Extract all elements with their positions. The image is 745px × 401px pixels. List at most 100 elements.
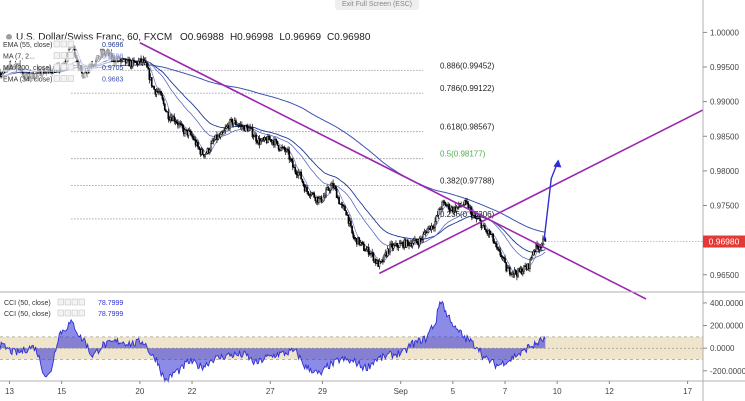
candle-body: [434, 221, 436, 228]
candle-body: [322, 196, 325, 202]
candle-body: [488, 230, 491, 235]
symbol-title: U.S. Dollar/Swiss Franc, 60, FXCM: [16, 32, 172, 43]
legend-control-icon[interactable]: [67, 52, 74, 59]
ohlc-value: 0.96988: [188, 32, 225, 43]
time-tick-label: 20: [135, 387, 144, 396]
candle-body: [386, 248, 389, 257]
candle-body: [485, 229, 487, 232]
ohlc-key: H: [230, 32, 237, 43]
candle-body: [495, 243, 498, 248]
candle-body: [415, 238, 417, 242]
candle-body: [327, 187, 330, 191]
exit-fullscreen-banner[interactable]: Exit Full Screen (ESC): [335, 0, 419, 10]
fib-level-label: 0.236(0.97306): [440, 210, 495, 219]
legend-control-icon[interactable]: [67, 40, 74, 48]
candle-body: [435, 215, 438, 222]
candle-body: [224, 128, 227, 131]
candle-body: [287, 149, 289, 152]
candle-body: [423, 232, 426, 235]
legend-label[interactable]: MA (7, 2...: [3, 54, 35, 61]
candle-body: [533, 249, 536, 252]
candle-body: [295, 171, 298, 175]
cci-legend-label[interactable]: CCI (50, close): [4, 311, 51, 318]
candle-body: [341, 204, 344, 206]
candle-body: [191, 134, 193, 137]
candle-body: [383, 254, 385, 263]
legend-label[interactable]: EMA (34, close): [3, 77, 52, 84]
cci-legend[interactable]: CCI (50, close) 78.7999 CCI (50, close) 78.…: [4, 298, 123, 318]
legend-control-icon[interactable]: [53, 52, 60, 59]
candle-body: [232, 122, 235, 125]
candle-body: [359, 242, 362, 245]
cci-legend-control-icon[interactable]: [71, 298, 78, 306]
cci-legend-control-icon[interactable]: [71, 309, 78, 317]
ohlc-value: 0.96969: [285, 32, 322, 43]
legend-label[interactable]: MA (200, close): [3, 65, 52, 72]
candle-body: [44, 71, 46, 74]
candle-body: [229, 119, 231, 129]
legend-label[interactable]: EMA (55, close): [3, 42, 52, 49]
ohlc-value: 0.96980: [334, 32, 371, 43]
last-price-label: 0.96980: [709, 237, 740, 247]
candle-body: [288, 150, 291, 160]
cci-tick-label: 400.0000: [710, 299, 744, 308]
legend-value: 0.9696: [102, 42, 124, 49]
candle-body: [506, 268, 509, 272]
cci-legend-label[interactable]: CCI (50, close): [4, 300, 51, 307]
candle-body: [480, 220, 483, 229]
legend-control-icon[interactable]: [60, 52, 67, 59]
cci-plot: [0, 300, 703, 384]
candle-body: [174, 120, 177, 123]
candle-body: [531, 254, 534, 259]
legend-control-icon[interactable]: [60, 63, 67, 71]
candle-body: [392, 244, 395, 249]
cci-tick-label: 200.0000: [710, 322, 744, 331]
candle-body: [462, 204, 465, 206]
candle-body: [470, 209, 473, 218]
candle-body: [251, 127, 254, 137]
candle-body: [175, 121, 178, 124]
cci-legend-control-icon[interactable]: [78, 309, 85, 317]
candle-body: [372, 252, 375, 262]
candle-body: [365, 249, 368, 252]
candle-body: [291, 160, 294, 168]
candle-body: [264, 137, 267, 140]
candle-body: [179, 123, 182, 125]
candle-body: [396, 243, 398, 247]
cci-legend-control-icon[interactable]: [57, 298, 64, 306]
legend-control-icon[interactable]: [60, 40, 67, 48]
candle-body: [325, 189, 327, 196]
cci-legend-control-icon[interactable]: [57, 309, 64, 317]
candle-body: [276, 140, 279, 146]
candle-body: [144, 60, 147, 63]
price-tick-label: 0.99000: [710, 98, 739, 107]
candle-body: [344, 206, 346, 211]
candle-body: [361, 242, 364, 245]
candle-body: [441, 201, 444, 209]
legend-value: 0.9683: [102, 77, 124, 84]
cci-legend-control-icon[interactable]: [78, 298, 85, 306]
candle-body: [275, 139, 278, 142]
candle-body: [210, 143, 212, 151]
price-tick-label: 0.97500: [710, 202, 739, 211]
indicator-legend[interactable]: EMA (55, close) 0.9696 MA (7, 2... 0.9698 MA…: [2, 39, 124, 84]
legend-control-icon[interactable]: [53, 75, 60, 82]
legend-control-icon[interactable]: [60, 75, 67, 82]
cci-legend-control-icon[interactable]: [64, 309, 71, 317]
candle-body: [350, 220, 352, 227]
fib-level-label: 0.5(0.98177): [440, 150, 486, 159]
legend-control-icon[interactable]: [67, 63, 74, 71]
legend-control-icon[interactable]: [53, 63, 60, 71]
legend-control-icon[interactable]: [53, 40, 60, 48]
candle-body: [223, 130, 225, 133]
candle-body: [466, 201, 468, 204]
candle-body: [211, 140, 214, 144]
candle-body: [440, 208, 442, 210]
candle-body: [165, 110, 167, 112]
time-tick-label: 13: [5, 387, 14, 396]
candle-body: [378, 260, 381, 267]
cci-legend-control-icon[interactable]: [64, 298, 71, 306]
candle-body: [448, 204, 451, 211]
legend-control-icon[interactable]: [67, 75, 74, 82]
